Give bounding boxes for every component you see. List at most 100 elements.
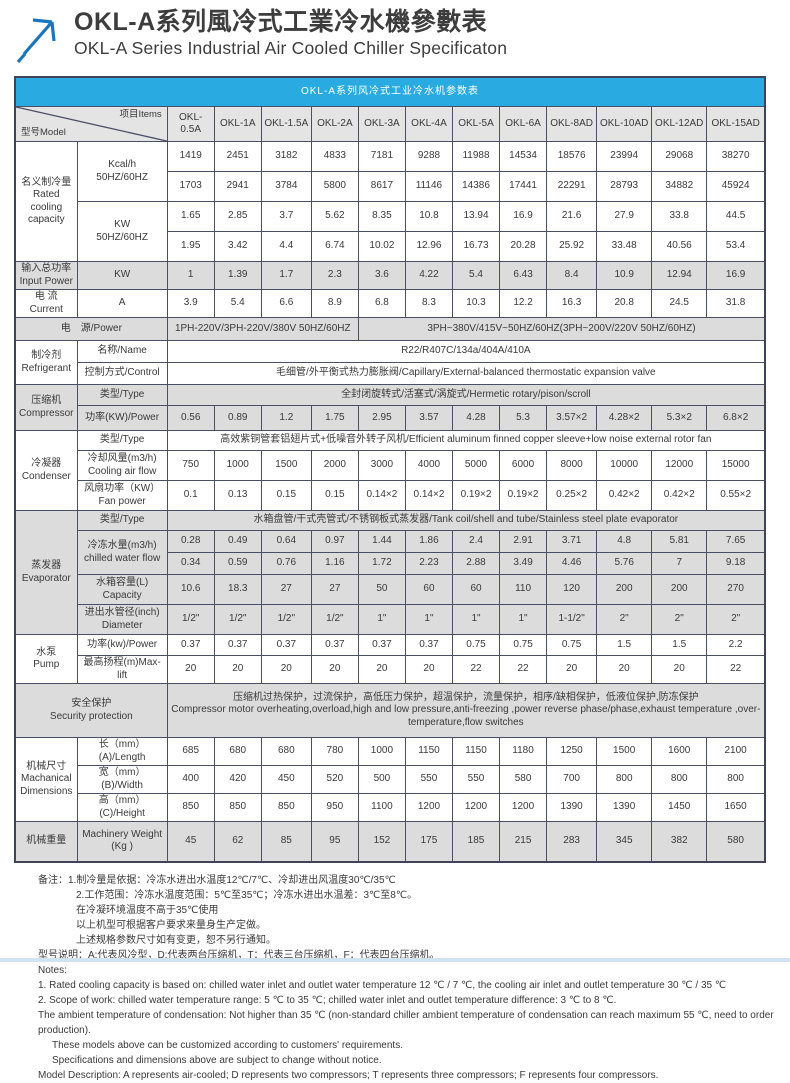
value-cell: 5.3×2: [651, 405, 708, 431]
notes-line: These models above can be customized acc…: [52, 1039, 403, 1051]
notes-line: 2.工作范围：冷冻水温度范围：5℃至35℃；冷冻水进出水温差：3℃至8℃。: [76, 889, 418, 901]
value-cell: 85: [260, 821, 312, 862]
value-cell: 0.49: [213, 530, 262, 553]
spec-row: 高（mm）(C)/Height 850 850 850 950 1100 1200 1200 1…: [15, 793, 766, 822]
value-cell: 27.9: [596, 201, 653, 232]
value-cell: 0.19×2: [499, 480, 548, 511]
value-cell: 0.37: [213, 634, 262, 656]
value-cell: 3.42: [213, 231, 262, 262]
value-cell: 6.8: [357, 289, 406, 318]
spec-row: 风扇功率（KW） Fan power 0.1 0.13 0.15 0.15 0.14×2 0…: [15, 480, 766, 511]
corner-model-label: 型号Model: [21, 127, 66, 139]
value-cell: 7181: [357, 141, 406, 172]
value-cell: 6.6: [260, 289, 312, 318]
table-title-row: OKL-A系列风冷式工业冷水机参数表: [14, 76, 766, 107]
value-cell: 14386: [451, 171, 501, 202]
row-group-label: 制冷剂 Refrigerant: [14, 340, 78, 385]
corner-diagonal: [16, 107, 167, 141]
notes-line: The ambient temperature of condensation:…: [38, 1009, 774, 1036]
value-cell: 800: [651, 765, 708, 794]
value-cell: 1250: [546, 737, 598, 766]
value-cell: 0.42×2: [596, 480, 653, 511]
value-cell: 1500: [596, 737, 653, 766]
value-cell: 9288: [404, 141, 453, 172]
value-cell: 6.74: [310, 231, 359, 262]
value-cell: 400: [166, 765, 215, 794]
spec-row: 输入总功率 Input Power KW 1 1.39 1.7 2.3 3.6 4.22 5.4…: [14, 261, 766, 290]
spec-row: 水箱容量(L) Capacity 10.6 18.3 27 27 50 60 60 110 120…: [15, 574, 766, 605]
value-cell: 11988: [451, 141, 501, 172]
row-group-label: 水泵 Pump: [14, 634, 78, 684]
value-cell: 1.7: [260, 261, 312, 290]
value-cell: 1150: [451, 737, 501, 766]
value-cell: 3.7: [260, 201, 312, 232]
value-cell: 1390: [546, 793, 598, 822]
value-cell: 5.3: [499, 405, 548, 431]
row-item-label: 冷却风量(m3/h) Cooling air flow: [76, 450, 168, 481]
span-value-cell: 全封闭旋转式/活塞式/涡旋式/Hermetic rotary/pison/scr…: [166, 384, 766, 406]
value-cell: 1/2": [166, 604, 215, 635]
span-value-cell: 高效紫铜管套铝翅片式+低噪音外转子风机/Efficient aluminum f…: [166, 430, 766, 451]
value-cell: 20.8: [596, 289, 653, 318]
value-cell: 45924: [706, 171, 766, 202]
notes-line: 2. Scope of work: chilled water temperat…: [38, 994, 617, 1006]
value-cell: 0.75: [546, 634, 598, 656]
value-cell: 16.9: [499, 201, 548, 232]
value-cell: 16.73: [451, 231, 501, 262]
value-cell: 7.65: [706, 530, 766, 553]
value-cell: 10.9: [596, 261, 653, 290]
model-header-cell: OKL-10AD: [596, 106, 653, 142]
row-item-label: 类型/Type: [76, 510, 168, 531]
value-cell: 50: [357, 574, 406, 605]
table-title-bar: OKL-A系列风冷式工业冷水机参数表: [14, 76, 766, 107]
value-cell: 420: [213, 765, 262, 794]
notes-line: 1. Rated cooling capacity is based on: c…: [38, 979, 727, 991]
value-cell: 0.15: [260, 480, 312, 511]
value-cell: 500: [357, 765, 406, 794]
value-cell: 13.94: [451, 201, 501, 232]
spec-row: 制冷剂 Refrigerant 名称/Name R22/R407C/134a/404…: [14, 340, 766, 385]
value-cell: 6.43: [499, 261, 548, 290]
spec-row: 机械重量 Machinery Weight (Kg ) 45 62 85 95 152 175…: [14, 821, 766, 862]
value-cell: 0.14×2: [357, 480, 406, 511]
value-cell: 1200: [499, 793, 548, 822]
value-cell: 38270: [706, 141, 766, 172]
value-cell: 8617: [357, 171, 406, 202]
value-cell: 0.75: [451, 634, 501, 656]
value-cell: 7: [651, 552, 708, 575]
row-item-label: Kcal/h 50HZ/60HZ: [76, 141, 168, 202]
value-cell: 520: [310, 765, 359, 794]
value-cell: 0.28: [166, 530, 215, 553]
value-cell: 1000: [213, 450, 262, 481]
value-cell: 1.65: [166, 201, 215, 232]
value-cell: 175: [404, 821, 453, 862]
value-cell: 5.62: [310, 201, 359, 232]
value-cell: 0.37: [260, 634, 312, 656]
value-cell: 1150: [404, 737, 453, 766]
value-cell: 8.9: [310, 289, 359, 318]
value-cell: 10.02: [357, 231, 406, 262]
value-cell: 1.86: [404, 530, 453, 553]
row-item-label: 风扇功率（KW） Fan power: [76, 480, 168, 511]
spec-row: 1703 2941 3784 5800 8617 11146 14386 17441 22291…: [15, 171, 766, 202]
value-cell: 12.96: [404, 231, 453, 262]
value-cell: 11146: [404, 171, 453, 202]
value-cell: 1.95: [166, 231, 215, 262]
value-cell: 2451: [213, 141, 262, 172]
row-item-label: KW 50HZ/60HZ: [76, 201, 168, 262]
model-header-cell: OKL-15AD: [706, 106, 766, 142]
value-cell: 22291: [546, 171, 598, 202]
value-cell: 1.44: [357, 530, 406, 553]
value-cell: 450: [260, 765, 312, 794]
spec-table-body: OKL-A系列风冷式工业冷水机参数表 型号Model 项目Items OKL-0.5A…: [14, 76, 766, 862]
spec-row: 名义制冷量 Rated cooling capacity Kcal/h 50HZ/…: [14, 141, 766, 262]
value-cell: 215: [499, 821, 548, 862]
value-cell: 800: [596, 765, 653, 794]
span-value-cell: 压缩机过热保护，过流保护，高低压力保护，超温保护，流量保护，相序/缺相保护，低液…: [166, 683, 766, 738]
value-cell: 1": [499, 604, 548, 635]
value-cell: 3784: [260, 171, 312, 202]
value-cell: 685: [166, 737, 215, 766]
value-cell: 27: [310, 574, 359, 605]
spec-row: 机械尺寸 Machanical Dimensions 长（mm）(A)/Lengt…: [14, 737, 766, 822]
